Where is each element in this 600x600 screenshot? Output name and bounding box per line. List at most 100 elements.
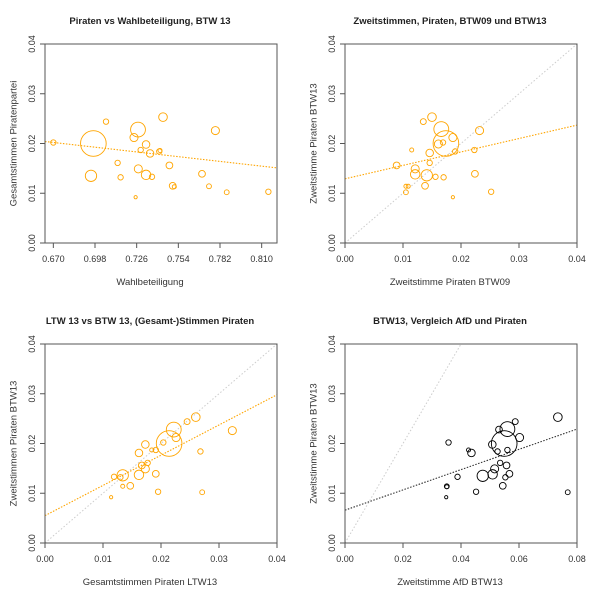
data-point [171, 184, 177, 190]
y-tick-label: 0.03 [27, 385, 37, 403]
y-axis-label: Zweitstimme Piraten BTW13 [308, 383, 320, 504]
trend-line [45, 140, 277, 169]
data-point [403, 183, 409, 189]
data-point [443, 483, 450, 490]
data-point [564, 489, 571, 496]
scatter-plot: 0.00 0.01 0.02 0.03 0.04 0.00 0.01 0.02 0.03 0.04 [27, 335, 286, 564]
x-tick-label: 0.670 [42, 254, 65, 264]
y-tick-label: 0.02 [327, 435, 337, 453]
x-tick-label: 0.00 [336, 554, 354, 564]
data-point [452, 148, 459, 155]
x-tick-label: 0.754 [167, 254, 190, 264]
plot-box [344, 343, 578, 544]
data-point [158, 112, 168, 122]
reference-line [345, 44, 577, 243]
data-point [102, 118, 110, 125]
chart-title: LTW 13 vs BTW 13, (Gesamt-)Stimmen Pirat… [45, 316, 255, 327]
data-point [444, 495, 449, 500]
data-point [141, 140, 151, 149]
data-point [154, 488, 162, 495]
y-tick-label: 0.02 [27, 435, 37, 453]
data-point [114, 159, 121, 167]
y-tick-label: 0.04 [27, 35, 37, 53]
trend-line [345, 428, 577, 511]
chart-title: Zweitstimmen, Piraten, BTW09 und BTW13 [353, 16, 547, 27]
data-point [191, 412, 201, 422]
data-point [496, 459, 504, 467]
x-tick-label: 0.00 [36, 554, 54, 564]
data-point [409, 147, 415, 153]
data-point [265, 188, 272, 195]
data-point [160, 439, 167, 446]
data-point [439, 139, 447, 146]
data-point [171, 433, 181, 443]
data-point [502, 474, 509, 481]
data-point [120, 483, 126, 489]
data-point [140, 169, 152, 181]
x-tick-label: 0.02 [394, 554, 412, 564]
y-tick-label: 0.04 [327, 335, 337, 353]
data-point [227, 426, 237, 436]
chart-panel-4: BTW13, Vergleich AfD und Piraten 0.00 0.0… [300, 300, 600, 600]
data-point [476, 469, 489, 482]
y-axis-label: Zweitstimmen Piraten BTW13 [8, 380, 20, 507]
data-point [109, 495, 114, 500]
data-point [130, 121, 146, 138]
data-point [145, 149, 155, 158]
data-point [511, 418, 519, 426]
data-point [110, 473, 118, 480]
data-point [495, 425, 503, 434]
data-point [515, 433, 525, 443]
data-point [197, 448, 204, 455]
data-point [156, 148, 163, 155]
data-point [133, 469, 145, 481]
data-point [432, 130, 460, 157]
x-tick-label: 0.04 [568, 254, 586, 264]
data-point [488, 188, 495, 195]
data-point [133, 164, 143, 174]
y-tick-label: 0.01 [327, 484, 337, 502]
x-tick-label: 0.726 [125, 254, 148, 264]
x-tick-label: 0.01 [394, 254, 412, 264]
y-tick-label: 0.04 [27, 335, 37, 353]
data-point [80, 130, 107, 157]
data-point [450, 195, 455, 200]
x-axis-label: Gesamtstimmen Piraten LTW13 [82, 577, 218, 588]
y-tick-label: 0.01 [27, 484, 37, 502]
data-point [148, 173, 156, 180]
data-point [155, 430, 183, 457]
data-point [432, 173, 439, 180]
data-point [165, 421, 182, 438]
scatter-plot: 0.670 0.698 0.726 0.754 0.782 0.810 0.00 0.01 0.… [27, 35, 278, 264]
data-point [405, 183, 411, 189]
scatter-plot: 0.00 0.01 0.02 0.03 0.04 0.00 0.01 0.02 0.03 0.04 [327, 35, 586, 264]
data-point [149, 447, 155, 453]
data-point [183, 418, 191, 426]
y-tick-label: 0.00 [327, 534, 337, 552]
data-point [502, 461, 511, 470]
y-tick-label: 0.04 [327, 35, 337, 53]
data-point [471, 146, 478, 154]
data-point [138, 461, 146, 470]
data-point [117, 174, 124, 181]
x-tick-label: 0.02 [152, 554, 170, 564]
y-axis-label: Zweitstimme Piraten BTW13 [308, 83, 320, 204]
data-point [425, 148, 434, 158]
data-point [467, 448, 476, 458]
data-point [50, 139, 57, 146]
data-point [199, 489, 206, 496]
data-point [137, 146, 144, 154]
chart-panel-3: LTW 13 vs BTW 13, (Gesamt-)Stimmen Pirat… [0, 300, 300, 600]
data-point [426, 159, 433, 167]
y-tick-label: 0.03 [327, 85, 337, 103]
data-point [433, 121, 450, 137]
data-point [472, 488, 480, 495]
x-tick-label: 0.00 [336, 254, 354, 264]
x-tick-label: 0.03 [210, 554, 228, 564]
data-point [126, 481, 135, 490]
data-point [421, 181, 429, 190]
y-tick-label: 0.00 [27, 534, 37, 552]
data-point [419, 118, 427, 126]
data-point [504, 446, 511, 454]
x-tick-label: 0.782 [209, 254, 232, 264]
